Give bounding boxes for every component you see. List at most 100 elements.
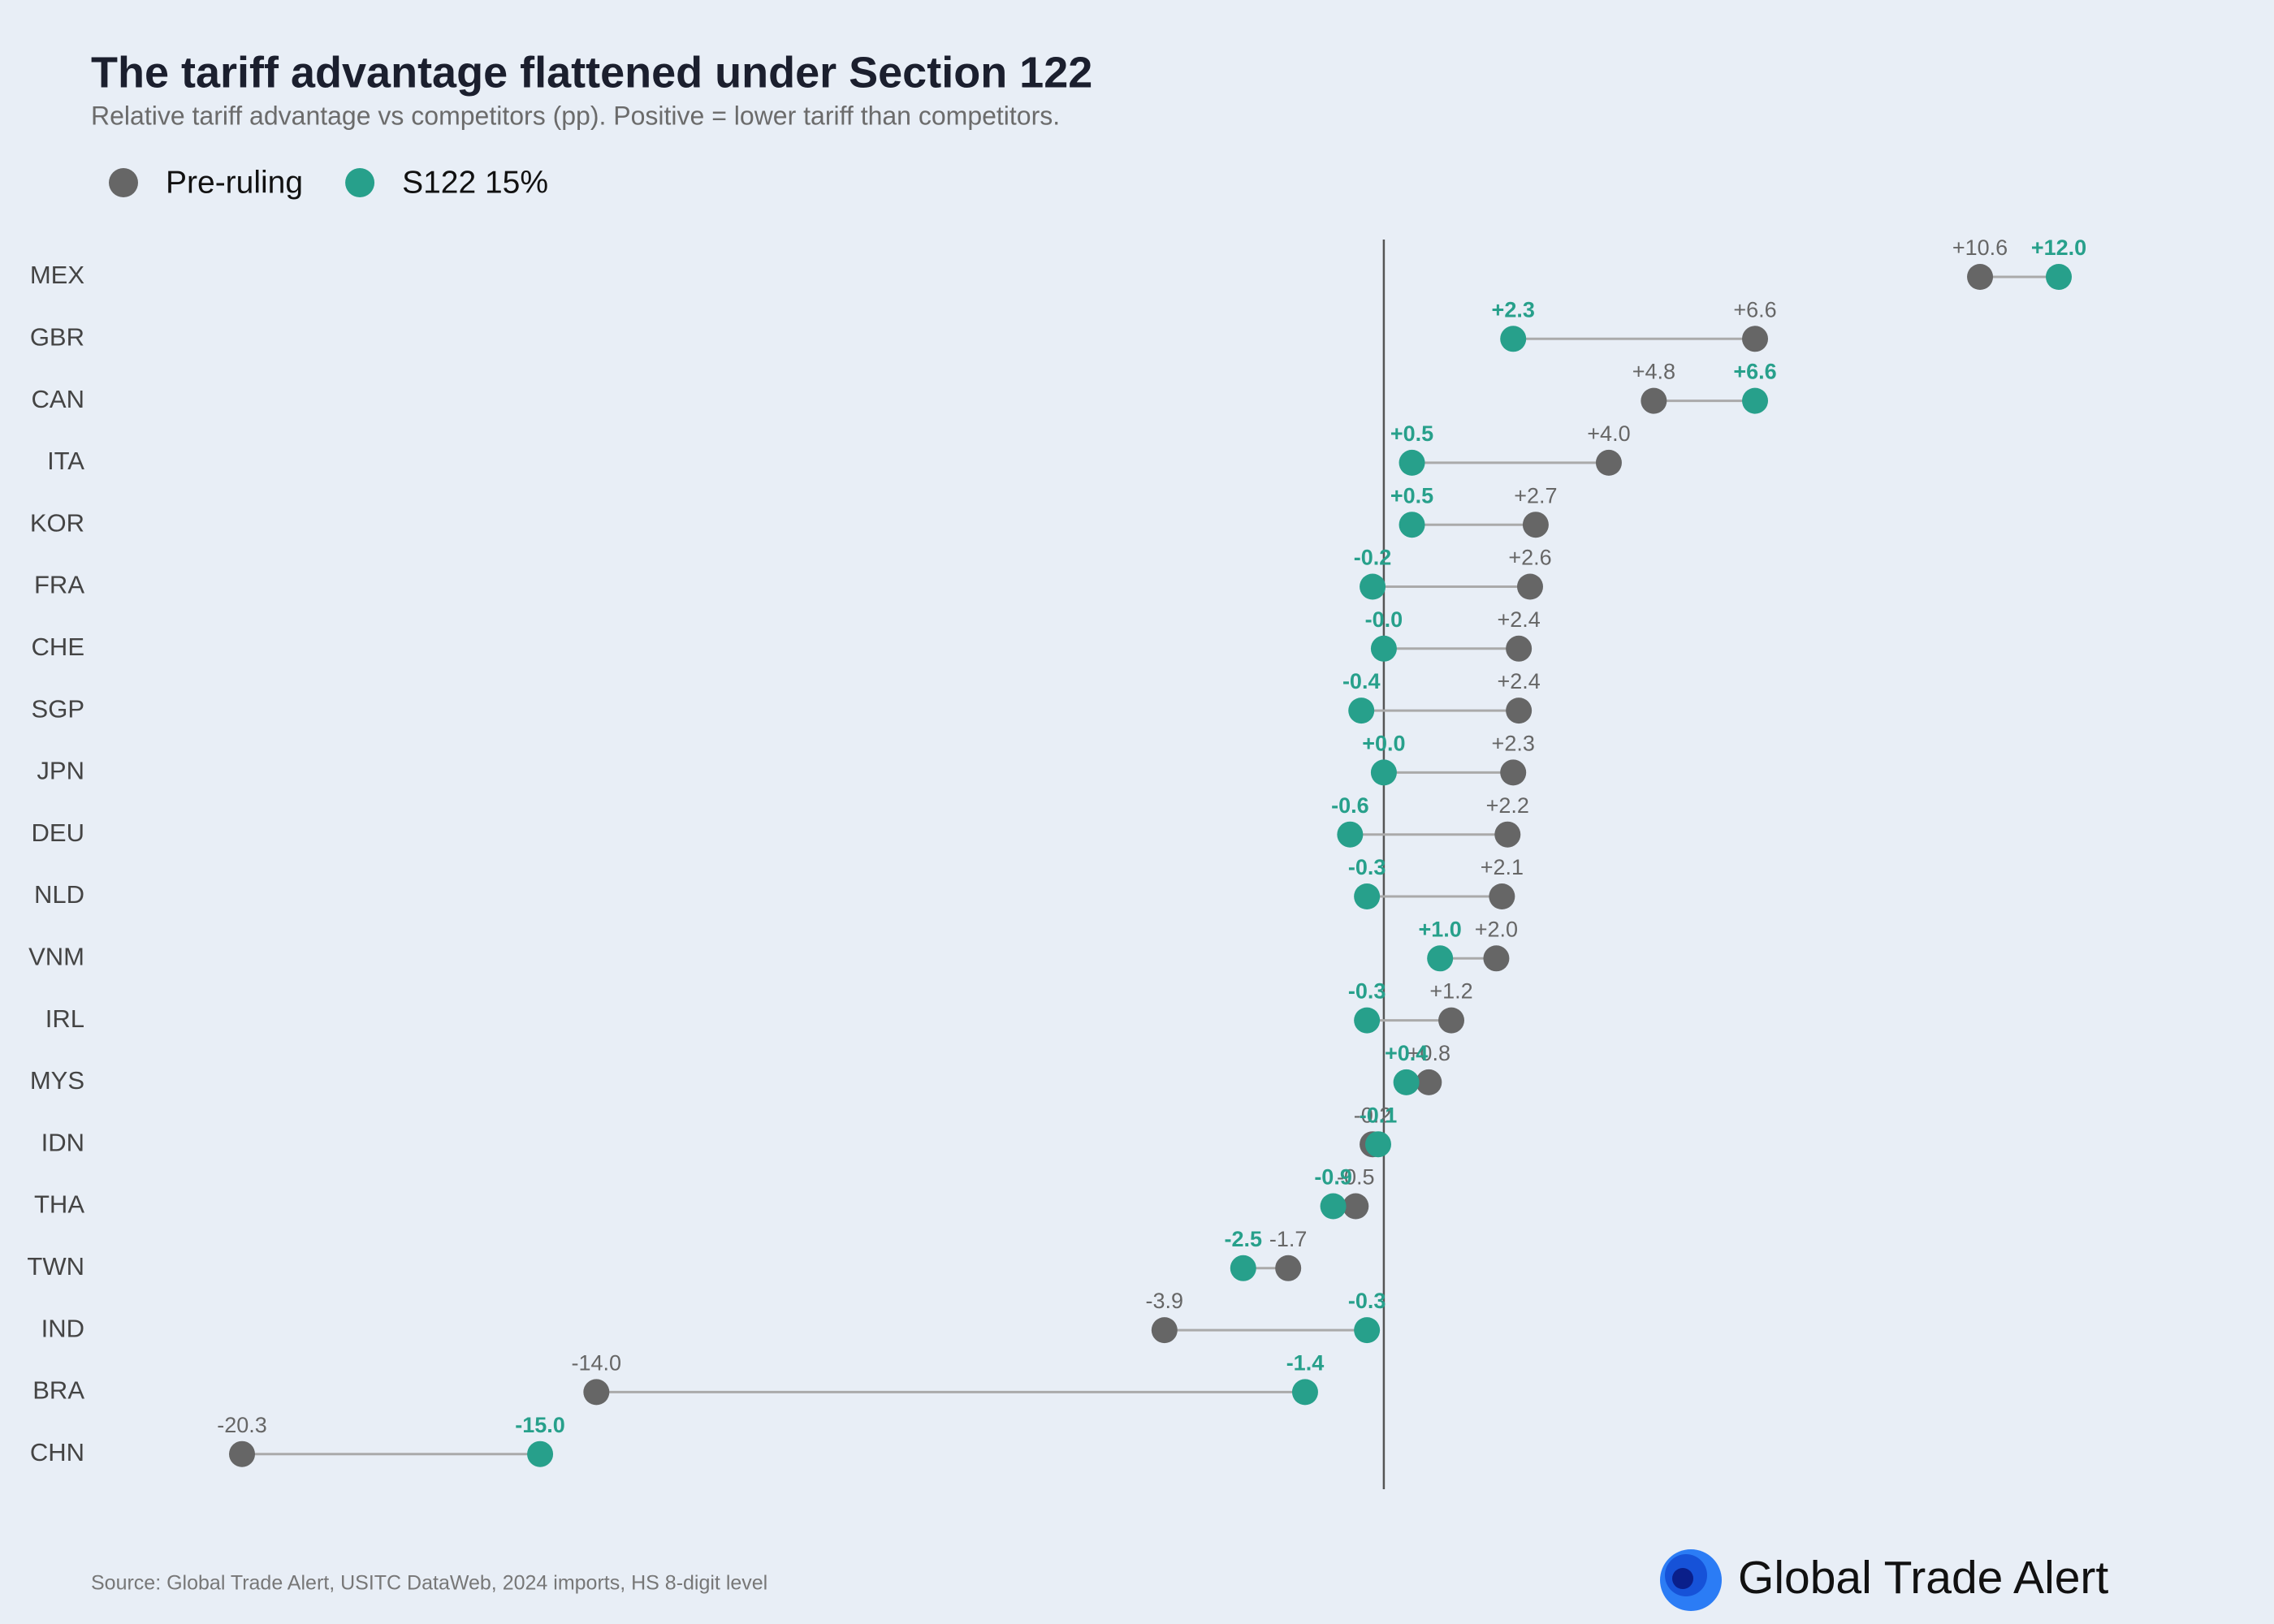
legend-label: Pre-ruling [166,165,303,200]
y-tick-label: CAN [32,385,84,413]
dot [1967,264,1994,290]
value-label: +0.4 [1385,1041,1428,1065]
dot [1399,512,1425,538]
dot [1291,1379,1318,1406]
value-label: +0.5 [1390,421,1433,446]
value-label: +1.0 [1419,917,1462,941]
y-tick-label: JPN [37,757,84,785]
dot [527,1440,554,1467]
value-label: -0.9 [1314,1165,1352,1190]
y-tick-label: ITA [47,447,84,475]
y-tick-label: SGP [32,694,84,723]
y-tick-label: IDN [41,1128,84,1156]
value-label: -15.0 [515,1413,565,1437]
y-tick-label: VNM [28,942,84,970]
dot [229,1440,255,1467]
dot [1416,1069,1442,1095]
dot [1320,1193,1347,1220]
dot [1393,1069,1420,1095]
dot [1354,1007,1381,1034]
dot [1489,883,1515,909]
dot [1360,573,1386,600]
value-label: -1.7 [1269,1227,1308,1251]
dot [583,1379,610,1406]
dot [1354,1317,1381,1344]
y-tick-label: KOR [30,508,84,537]
value-label: +1.2 [1429,979,1472,1004]
dot [1595,449,1622,476]
y-tick-label: IND [41,1314,84,1342]
dot [1438,1007,1465,1034]
chart-title: The tariff advantage flattened under Sec… [91,48,1092,97]
dot [1337,821,1364,848]
y-tick-label: MEX [30,261,85,289]
value-label: +6.6 [1733,360,1776,384]
value-label: -0.6 [1331,793,1369,818]
source-note: Source: Global Trade Alert, USITC DataWe… [91,1572,767,1595]
dot [1500,326,1527,352]
value-label: +4.0 [1587,421,1630,446]
value-label: -0.2 [1354,546,1392,570]
dot [1641,387,1667,414]
y-tick-label: THA [34,1190,84,1219]
value-label: -1.4 [1286,1351,1325,1376]
value-label: +4.8 [1632,360,1675,384]
y-tick-label: MYS [30,1066,84,1095]
value-label: +0.8 [1407,1041,1450,1065]
dot [1506,635,1533,662]
value-label: -2.5 [1225,1227,1263,1251]
value-label: +2.3 [1492,297,1535,322]
legend-marker [345,168,375,197]
value-label: +0.5 [1390,483,1433,508]
y-tick-label: FRA [34,571,84,599]
value-label: -0.0 [1365,607,1403,632]
y-tick-label: TWN [27,1252,84,1281]
dot [1230,1255,1256,1281]
dot [1151,1317,1178,1344]
value-label: +12.0 [2031,235,2086,260]
dot [1522,512,1549,538]
logo-shape [1672,1568,1693,1589]
y-tick-label: DEU [32,818,84,847]
dot [1342,1193,1369,1220]
dot [1364,1131,1391,1158]
value-label: -0.3 [1348,1289,1386,1313]
dot [1516,573,1543,600]
y-tick-label: CHN [30,1438,84,1466]
value-label: +0.0 [1362,732,1405,756]
legend-marker [109,168,138,197]
value-label: +2.4 [1497,669,1540,693]
dot [1275,1255,1302,1281]
y-tick-label: GBR [30,322,84,351]
value-label: +2.6 [1508,546,1551,570]
value-label: -20.3 [217,1413,267,1437]
dot [1742,387,1769,414]
value-label: +2.1 [1481,855,1524,879]
value-label: +2.3 [1492,732,1535,756]
y-tick-label: NLD [34,880,84,909]
dot [1506,698,1533,724]
value-label: -0.3 [1348,979,1386,1004]
dot [1427,945,1454,972]
value-label: -0.3 [1348,855,1386,879]
dot [1500,759,1527,786]
dot [1370,759,1397,786]
dot [1348,698,1375,724]
dot [1483,945,1510,972]
value-label: +2.0 [1475,917,1518,941]
value-label: +2.4 [1497,607,1540,632]
value-label: -14.0 [572,1351,622,1376]
value-label: +2.7 [1514,483,1557,508]
value-label: -0.1 [1360,1103,1398,1127]
logo-text: Global Trade Alert [1738,1552,2108,1604]
value-label: -3.9 [1146,1289,1184,1313]
legend-label: S122 15% [402,165,548,200]
logo-icon [1660,1549,1722,1611]
y-tick-label: BRA [32,1376,84,1405]
value-label: -0.4 [1342,669,1381,693]
dot [2046,264,2072,290]
value-label: +6.6 [1733,297,1776,322]
dot [1354,883,1381,909]
